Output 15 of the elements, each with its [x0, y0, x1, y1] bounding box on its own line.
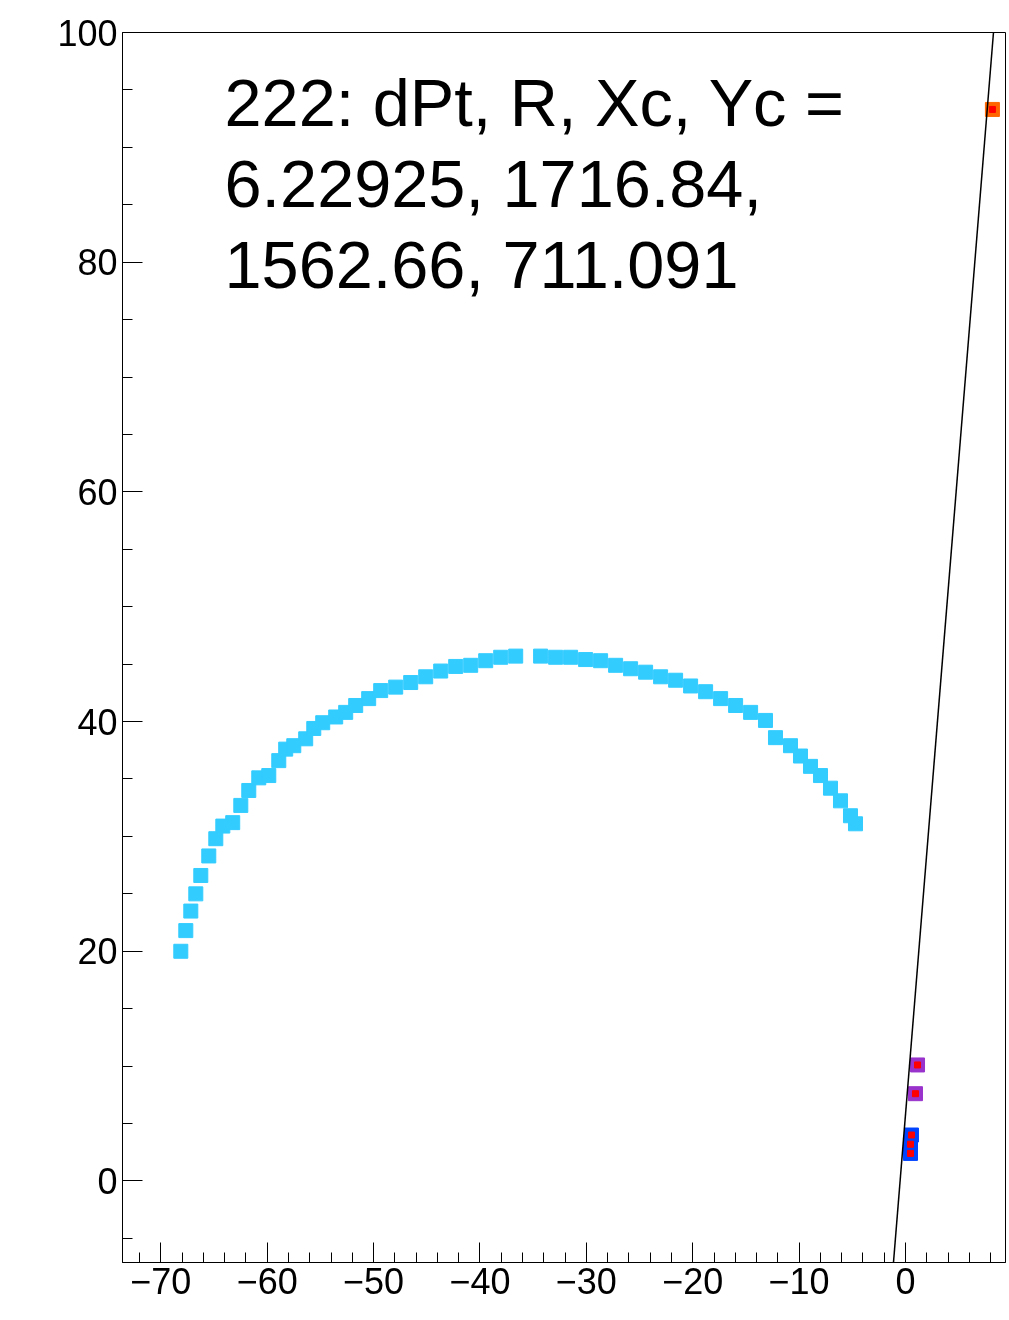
y-tick-label: 60 — [77, 471, 118, 513]
x-tick-label: −40 — [449, 1260, 511, 1302]
x-tick-label: −10 — [768, 1260, 830, 1302]
y-tick-label: 20 — [77, 931, 118, 973]
annotation: 222: dPt, R, Xc, Yc = 6.22925, 1716.84, 1562.66, 711.091 — [224, 65, 844, 303]
x-tick-label: −50 — [343, 1260, 405, 1302]
x-tick-label: −30 — [555, 1260, 617, 1302]
y-tick-label: 100 — [57, 12, 118, 54]
y-tick-label: 80 — [77, 242, 118, 284]
x-tick-label: −60 — [236, 1260, 298, 1302]
x-tick-label: −20 — [662, 1260, 724, 1302]
y-tick-label: 0 — [97, 1160, 118, 1202]
y-tick-label: 40 — [77, 701, 118, 743]
x-tick-label: 0 — [895, 1260, 916, 1302]
x-tick-label: −70 — [130, 1260, 192, 1302]
